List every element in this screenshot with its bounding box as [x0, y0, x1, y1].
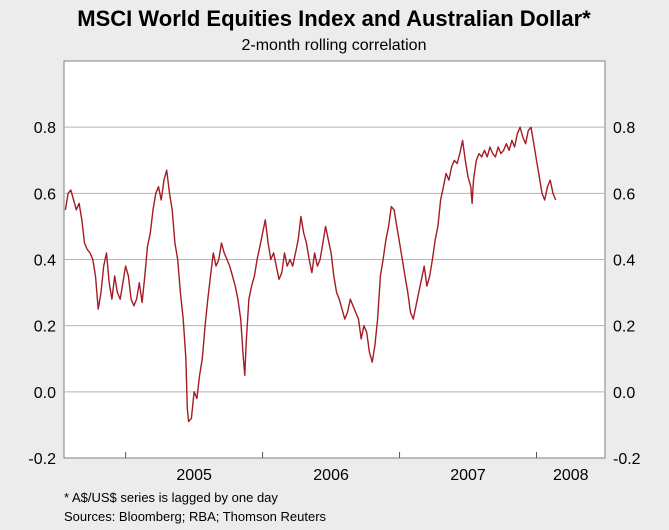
- x-tick-label: 2006: [313, 467, 349, 484]
- x-tick-label: 2005: [176, 467, 212, 484]
- y-tick-label-left: -0.2: [28, 451, 56, 468]
- y-tick-label-right: 0.6: [613, 186, 635, 203]
- y-axis-right-labels: 0.8 0.6 0.4 0.2 0.0 -0.2: [613, 120, 641, 468]
- y-tick-label-right: 0.2: [613, 319, 635, 336]
- gridlines: [64, 126, 605, 393]
- chart-subtitle: 2-month rolling correlation: [242, 37, 427, 54]
- chart-title: MSCI World Equities Index and Australian…: [77, 6, 591, 31]
- y-tick-label-left: 0.6: [34, 186, 56, 203]
- footnote-sources: Sources: Bloomberg; RBA; Thomson Reuters: [64, 509, 327, 524]
- y-axis-left-labels: 0.8 0.6 0.4 0.2 0.0 -0.2: [28, 120, 56, 468]
- y-tick-label-left: 0.8: [34, 120, 56, 137]
- y-tick-label-right: 0.0: [613, 385, 635, 402]
- year-dividers: [125, 452, 538, 458]
- x-tick-label: 2007: [450, 467, 486, 484]
- y-tick-label-left: 0.4: [34, 253, 56, 270]
- footnote-lag: * A$/US$ series is lagged by one day: [64, 490, 278, 505]
- y-tick-label-left: 0.0: [34, 385, 56, 402]
- y-tick-label-right: 0.8: [613, 120, 635, 137]
- y-tick-label-left: 0.2: [34, 319, 56, 336]
- y-tick-label-right: -0.2: [613, 451, 641, 468]
- x-axis-labels: 2005 2006 2007 2008: [176, 467, 588, 484]
- correlation-series-line: [64, 126, 557, 423]
- x-tick-label: 2008: [553, 467, 589, 484]
- y-tick-label-right: 0.4: [613, 253, 635, 270]
